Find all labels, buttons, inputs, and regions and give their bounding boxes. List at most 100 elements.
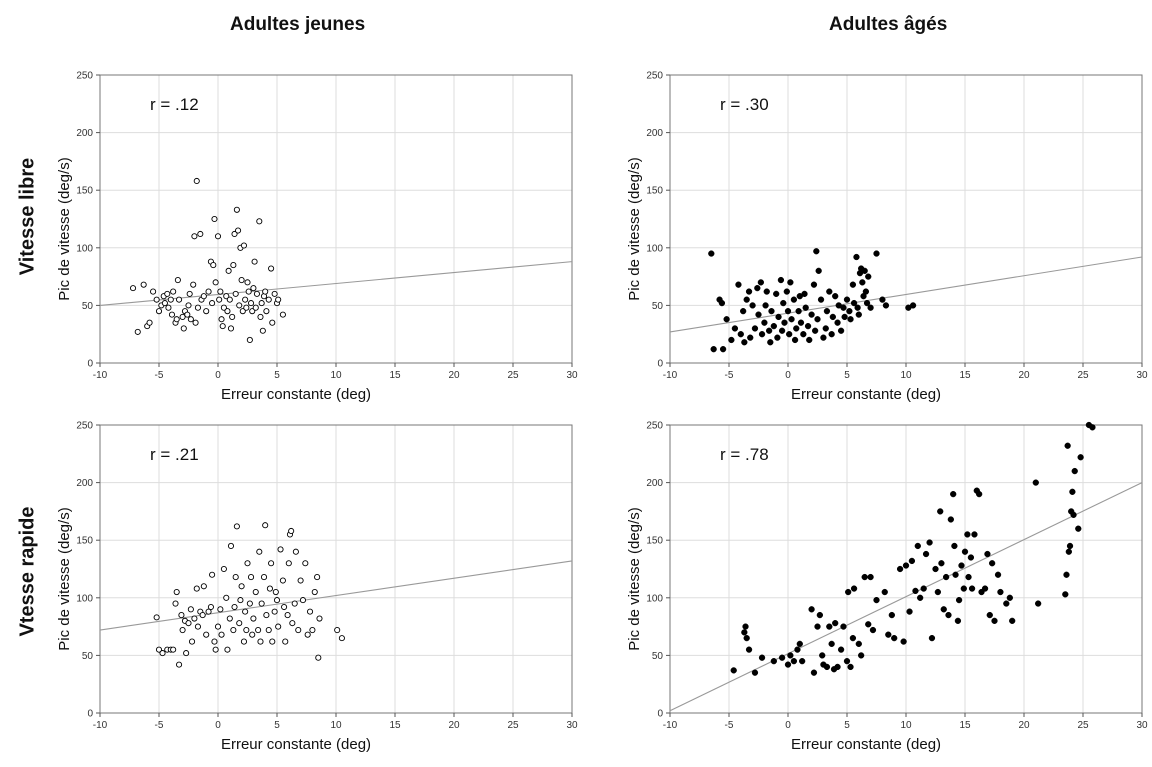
data-point [769,308,775,314]
data-point [917,595,923,601]
data-point [826,624,832,630]
x-tick-label: -10 [93,370,108,381]
x-tick-label: 5 [844,720,850,731]
y-tick-label: 200 [646,478,663,489]
data-point [858,653,864,659]
x-tick-label: 0 [785,720,791,731]
y-tick-label: 150 [76,186,93,197]
data-point [1066,549,1072,555]
data-point [290,621,295,626]
data-point [189,639,194,644]
y-tick-label: 50 [652,651,664,662]
x-axis-label: Erreur constante (deg) [791,386,941,403]
data-point [1003,601,1009,607]
x-tick-label: -10 [663,720,678,731]
correlation-annotation: r = .30 [720,95,769,114]
data-point [766,328,772,334]
y-tick-label: 100 [646,593,663,604]
data-point [254,291,259,296]
x-tick-label: 20 [448,720,460,731]
data-point [244,627,249,632]
data-point [767,339,773,345]
data-point [181,326,186,331]
data-point [941,606,947,612]
data-point [921,586,927,592]
data-point [891,635,897,641]
data-point [300,598,305,603]
data-point [154,615,159,620]
data-point [802,291,808,297]
data-point [194,178,199,183]
column-title-young: Adultes jeunes [230,14,365,36]
data-point [915,543,921,549]
data-point [850,635,856,641]
data-point [307,609,312,614]
data-point [747,335,753,341]
data-point [962,549,968,555]
data-point [815,316,821,322]
data-point [1078,454,1084,460]
data-point [303,561,308,566]
data-point [247,601,252,606]
x-tick-label: 0 [785,370,791,381]
data-point [785,662,791,668]
data-point [787,279,793,285]
data-point [803,305,809,311]
y-axis-label: Pic de vitesse (deg/s) [626,157,643,300]
data-point [759,655,765,661]
data-point [141,282,146,287]
data-point [741,629,747,635]
data-point [247,337,252,342]
data-point [901,639,907,645]
data-point [795,647,801,653]
data-point [195,305,200,310]
data-point [992,618,998,624]
data-point [950,491,956,497]
data-point [187,291,192,296]
scatter-panel-top-left: -10 -5 0 5 10 15 20 25 30 0 50 100 150 200 250 r = .12 E… [40,65,580,395]
data-point [929,635,935,641]
data-point [224,595,229,600]
data-point [845,589,851,595]
data-point [786,331,792,337]
data-point [740,308,746,314]
data-point [237,303,242,308]
data-point [1072,468,1078,474]
y-tick-label: 200 [76,478,93,489]
data-point [168,297,173,302]
data-point [874,597,880,603]
y-tick-label: 200 [646,128,663,139]
data-point [998,589,1004,595]
data-point [234,207,239,212]
data-point [210,300,215,305]
data-point [208,604,213,609]
data-point [256,627,261,632]
data-point [246,289,251,294]
data-point [835,664,841,670]
x-tick-label: 30 [566,720,578,731]
x-tick-label: 25 [507,370,519,381]
data-point [969,586,975,592]
x-axis-label: Erreur constante (deg) [221,736,371,753]
data-point [243,297,248,302]
data-point [147,320,152,325]
data-point [278,547,283,552]
data-point [868,574,874,580]
data-point [964,532,970,538]
scatter-plot-svg: -10 -5 0 5 10 15 20 25 30050100150200250r = .12E… [40,65,580,395]
data-point [848,316,854,322]
data-point [882,589,888,595]
data-point [274,598,279,603]
data-point [842,314,848,320]
data-point [233,574,238,579]
data-point [293,549,298,554]
data-point [728,337,734,343]
data-point [151,289,156,294]
data-point [1009,618,1015,624]
data-point [779,328,785,334]
data-point [844,658,850,664]
x-tick-label: 10 [900,720,912,731]
data-point [1033,480,1039,486]
data-point [173,601,178,606]
data-point [923,551,929,557]
